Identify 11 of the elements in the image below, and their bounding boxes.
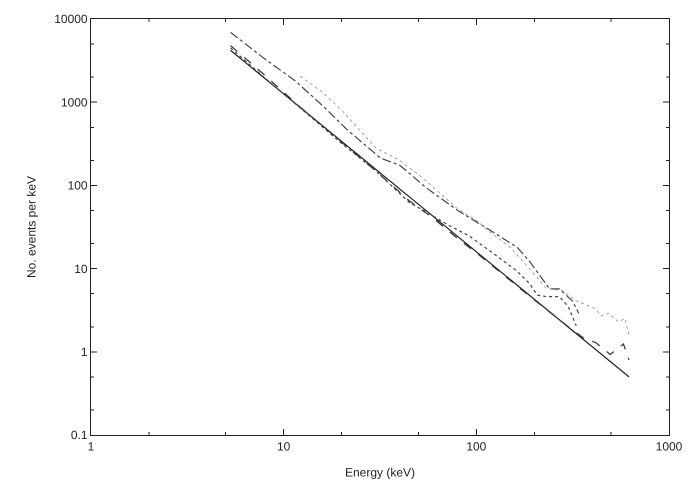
x-tick-label: 100 — [466, 439, 487, 454]
y-tick-label: 100 — [68, 178, 88, 193]
y-tick-label: 1000 — [60, 95, 88, 110]
y-tick-label: 10000 — [54, 12, 88, 26]
y-axis-title: No. events per keV — [24, 176, 39, 278]
x-tick-label: 1000 — [656, 439, 683, 454]
x-tick-label: 10 — [276, 439, 291, 454]
y-tick-label: 0.1 — [70, 428, 88, 442]
x-axis-title: Energy (keV) — [344, 465, 416, 480]
y-tick-label: 10 — [74, 262, 88, 276]
y-tick-label: 1 — [80, 345, 88, 359]
